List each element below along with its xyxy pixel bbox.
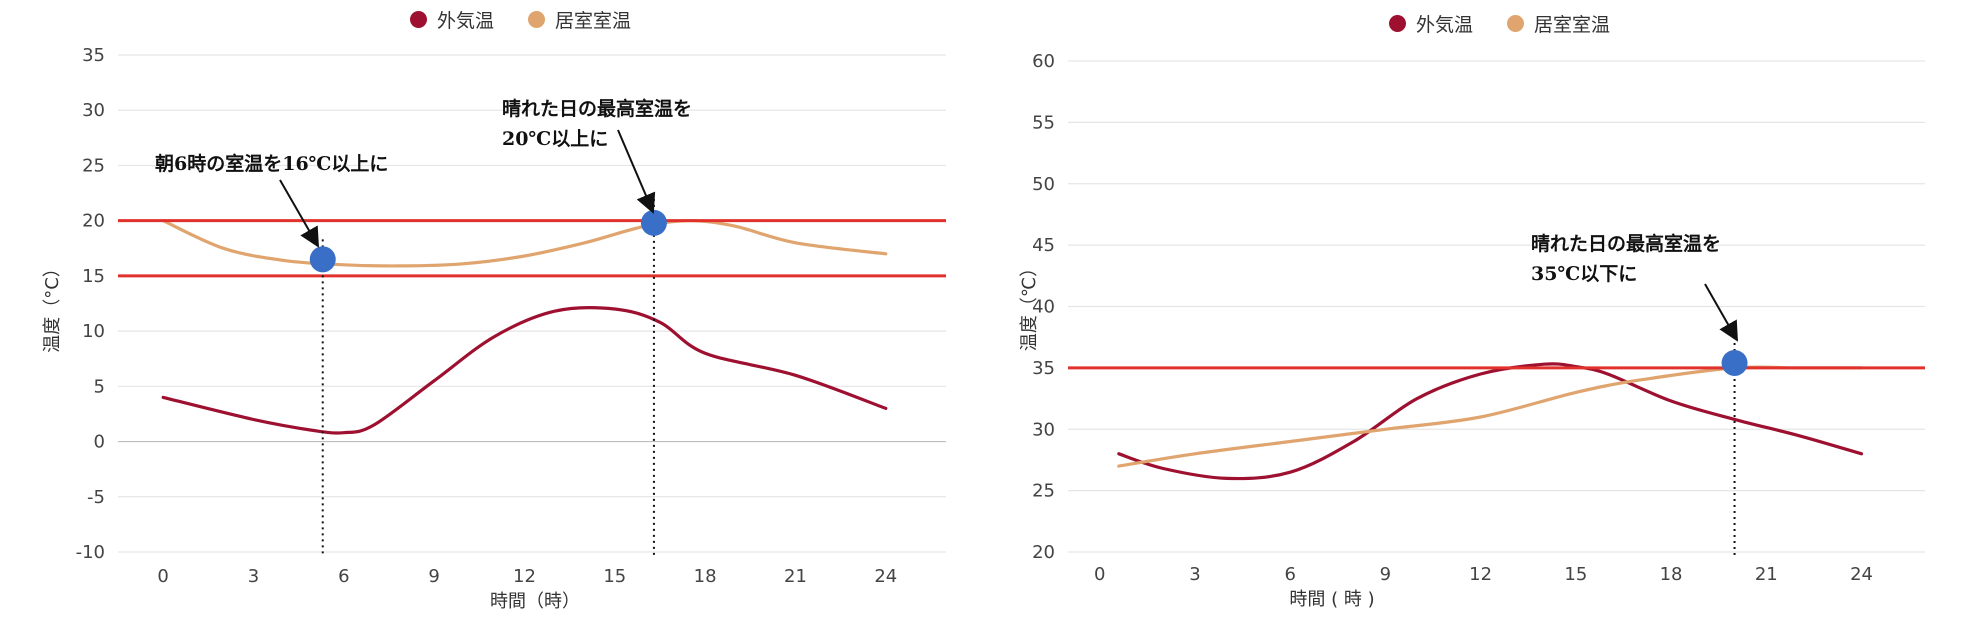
y-tick-label: 5 <box>94 376 105 397</box>
y-tick-label: 35 <box>82 45 105 66</box>
legend: 外気温 居室室温 <box>410 6 631 33</box>
annotation-text: 35℃以下に <box>1531 263 1637 285</box>
annotation-text: 20℃以上に <box>502 128 608 150</box>
x-tick-label: 21 <box>784 566 807 587</box>
legend-label: 外気温 <box>1416 14 1474 36</box>
y-tick-label: 20 <box>1032 542 1055 563</box>
y-tick-label: 60 <box>1032 51 1055 72</box>
x-tick-label: 12 <box>1469 564 1492 585</box>
highlight-point <box>309 246 336 273</box>
y-tick-label: 30 <box>82 100 105 121</box>
legend-swatch <box>1507 15 1525 32</box>
x-tick-label: 3 <box>248 566 259 587</box>
y-tick-label: 35 <box>1032 358 1055 379</box>
x-tick-label: 24 <box>1850 564 1873 585</box>
y-tick-label: 30 <box>1032 419 1055 440</box>
annotation-arrow <box>617 129 656 214</box>
legend-swatch <box>1389 15 1406 32</box>
y-tick-label: -10 <box>76 542 105 563</box>
x-tick-label: 6 <box>1284 564 1295 585</box>
legend: 外気温 居室室温 <box>1389 10 1610 37</box>
legend-item-outdoor: 外気温 <box>410 6 494 33</box>
legend-item-outdoor: 外気温 <box>1389 10 1473 37</box>
series-line-indoor <box>161 219 888 268</box>
legend-label: 外気温 <box>437 10 495 32</box>
x-tick-label: 6 <box>338 566 349 587</box>
series-line-outdoor <box>161 306 888 435</box>
x-tick-label: 24 <box>874 566 897 587</box>
x-axis-title: 時間（時） <box>490 591 580 612</box>
annotation-arrow <box>279 179 319 248</box>
legend-label: 居室室温 <box>555 10 632 32</box>
x-tick-label: 9 <box>1380 564 1391 585</box>
y-tick-label: 15 <box>82 266 105 287</box>
right-chart-panel: 外気温 居室室温 60 55 50 45 40 35 30 25 20 0 3 6 9 12 15 18 21 2… <box>985 0 1969 640</box>
x-tick-label: 9 <box>428 566 439 587</box>
left-chart-panel: 外気温 居室室温 35 30 25 20 15 10 5 0 -5 -10 0 3 6 9 12 15 18 21… <box>42 6 946 612</box>
y-axis-title: 温度（°C） <box>42 259 63 353</box>
legend-item-indoor: 居室室温 <box>1507 10 1610 37</box>
x-tick-label: 15 <box>603 566 626 587</box>
x-tick-label: 15 <box>1564 564 1587 585</box>
annotation-text: 晴れた日の最高室温を <box>1531 232 1721 255</box>
y-tick-label: 20 <box>82 211 105 232</box>
y-tick-label: 40 <box>1032 297 1055 318</box>
y-tick-label: 25 <box>82 155 105 176</box>
annotation-arrow <box>1704 283 1738 342</box>
highlight-point <box>640 209 667 236</box>
series-line-indoor <box>1117 365 1864 468</box>
x-tick-label: 18 <box>1660 564 1683 585</box>
y-axis-title: 温度（℃） <box>1019 259 1040 351</box>
y-tick-label: 10 <box>82 321 105 342</box>
y-tick-label: -5 <box>87 487 105 508</box>
legend-swatch <box>528 11 546 28</box>
chart-canvas: 35 30 25 20 15 10 5 0 -5 -10 0 3 6 9 12 15 18 21 24 時間（時） 温度… <box>42 45 946 612</box>
y-tick-label: 50 <box>1032 174 1055 195</box>
annotation-text: 晴れた日の最高室温を <box>502 97 692 120</box>
y-tick-label: 55 <box>1032 112 1055 133</box>
x-tick-label: 18 <box>694 566 717 587</box>
annotation-text: 朝6時の室温を16℃以上に <box>155 152 388 175</box>
highlight-point <box>1721 349 1748 376</box>
x-tick-label: 3 <box>1189 564 1200 585</box>
y-tick-label: 45 <box>1032 235 1055 256</box>
legend-item-indoor: 居室室温 <box>528 6 631 33</box>
x-tick-label: 0 <box>1094 564 1105 585</box>
x-axis-title: 時間 ( 時 ) <box>1289 589 1374 610</box>
y-tick-label: 25 <box>1032 481 1055 502</box>
legend-swatch <box>410 11 427 28</box>
series-line-outdoor <box>1117 362 1864 481</box>
x-tick-label: 0 <box>157 566 168 587</box>
chart-canvas: 60 55 50 45 40 35 30 25 20 0 3 6 9 12 15 18 21 24 時間 ( 時 )… <box>1019 51 1925 610</box>
y-tick-label: 0 <box>94 432 105 453</box>
x-tick-label: 21 <box>1755 564 1778 585</box>
legend-label: 居室室温 <box>1534 14 1611 36</box>
x-tick-label: 12 <box>513 566 536 587</box>
